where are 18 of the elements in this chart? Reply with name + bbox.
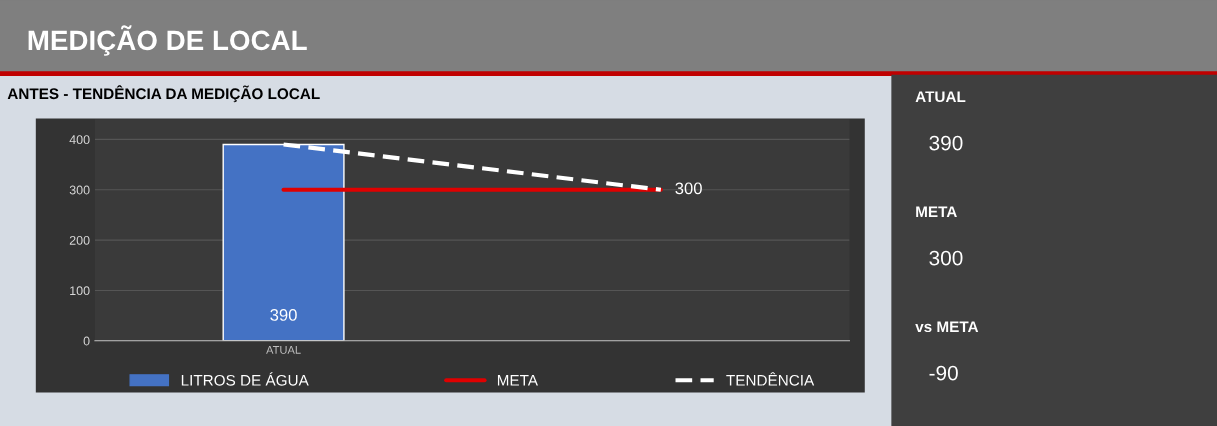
y-tick-label: 300	[69, 185, 90, 195]
chart-title: MEDIÇÃO DE LOCAL	[28, 25, 307, 56]
text: ATUAL	[915, 91, 966, 103]
legend-label: META	[497, 375, 538, 386]
y-tick-label: 400	[69, 135, 90, 145]
text: 300	[929, 250, 963, 266]
y-tick-label: 200	[69, 235, 90, 245]
data-label: 390	[270, 309, 297, 321]
text: 390	[929, 135, 963, 151]
legend-label: TENDÊNCIA	[726, 372, 815, 386]
y-tick-label: 100	[70, 286, 90, 296]
y-tick-label: 0	[83, 336, 90, 346]
text: META	[916, 206, 957, 217]
legend-label: LITROS DE ÁGUA	[181, 372, 309, 386]
chart-subtitle: ANTES - TENDÊNCIA DA MEDIÇÃO LOCAL	[7, 85, 320, 103]
data-label: 300	[675, 182, 702, 195]
text: -90	[929, 365, 958, 381]
text: vs META	[915, 321, 979, 333]
